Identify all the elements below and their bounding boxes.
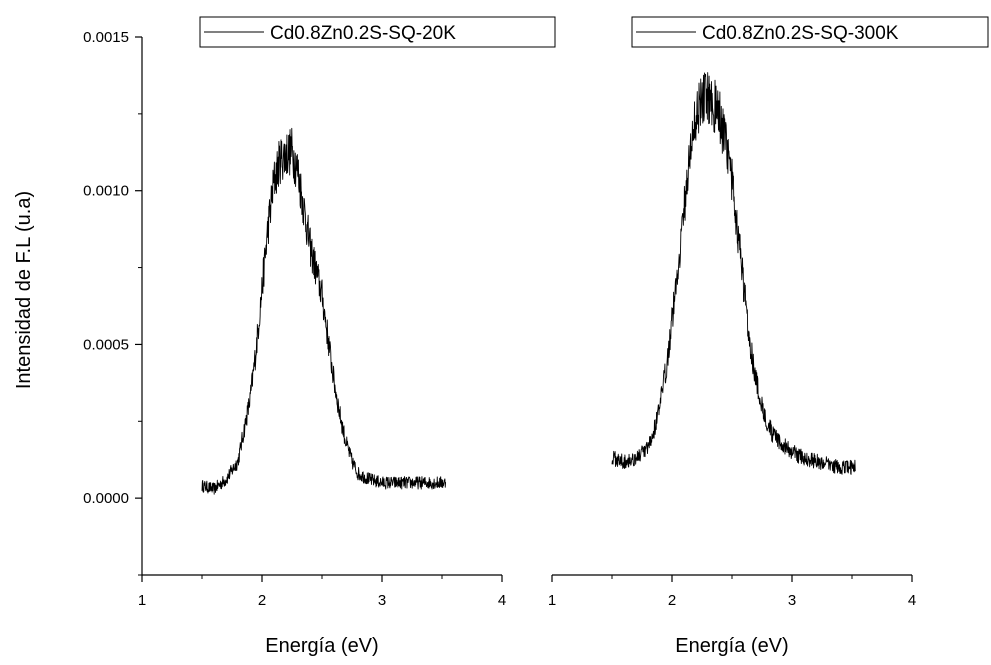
y-tick-label-3: 0.0015: [83, 29, 129, 46]
legend-label-1: Cd0.8Zn0.2S-SQ-300K: [702, 23, 899, 44]
y-tick-label-1: 0.0005: [83, 336, 129, 353]
x-tick-label-0-1: 2: [258, 592, 266, 609]
x-tick-label-0-2: 3: [378, 592, 386, 609]
x-tick-label-1-0: 1: [548, 592, 556, 609]
x-tick-label-1-2: 3: [788, 592, 796, 609]
x-tick-label-0-3: 4: [498, 592, 506, 609]
x-tick-label-0-0: 1: [138, 592, 146, 609]
x-axis-title-left: Energía (eV): [265, 635, 378, 657]
legend-label-0: Cd0.8Zn0.2S-SQ-20K: [270, 23, 456, 44]
x-tick-label-1-1: 2: [668, 592, 676, 609]
series-line-0-0: [201, 127, 447, 495]
x-axis-title-right: Energía (eV): [675, 635, 788, 657]
y-axis-title: Intensidad de F.L (u.a): [13, 191, 35, 389]
y-tick-label-2: 0.0010: [83, 183, 129, 200]
y-tick-label-0: 0.0000: [83, 490, 129, 507]
series-line-1-0: [611, 72, 856, 475]
x-tick-label-1-3: 4: [908, 592, 916, 609]
